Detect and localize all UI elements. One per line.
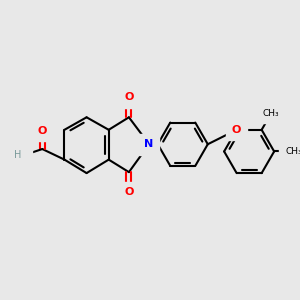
Text: O: O (232, 125, 241, 135)
Text: O: O (16, 150, 26, 160)
Text: CH₃: CH₃ (285, 147, 300, 156)
Text: CH₃: CH₃ (263, 109, 280, 118)
Text: N: N (145, 139, 154, 149)
Text: H: H (14, 150, 21, 160)
Text: O: O (124, 92, 134, 102)
Text: O: O (124, 187, 134, 197)
Text: O: O (38, 126, 47, 136)
